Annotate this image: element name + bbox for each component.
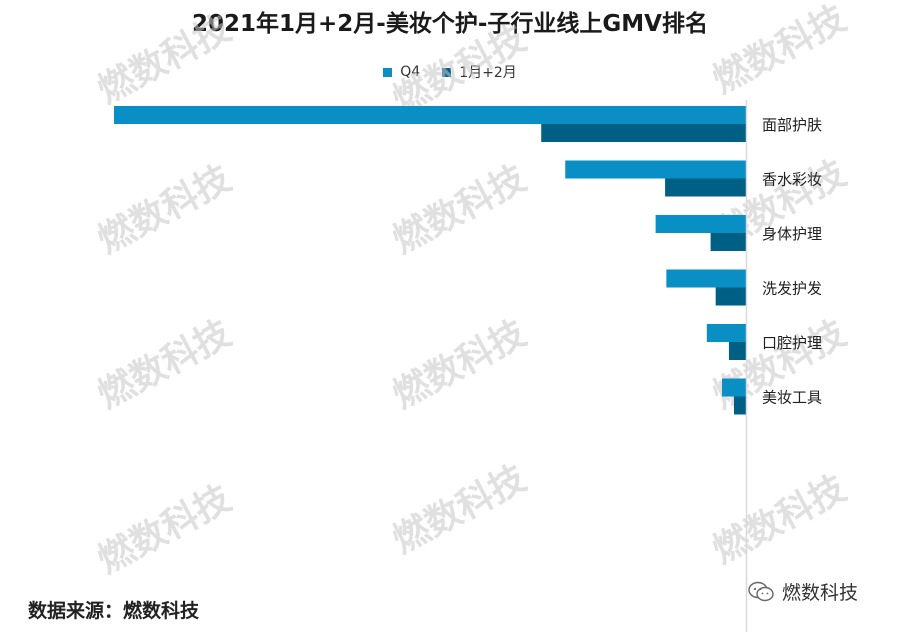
legend-item-q4: Q4 bbox=[383, 62, 420, 82]
bar-q4-5 bbox=[721, 378, 746, 397]
bar-jan-feb-4 bbox=[728, 342, 746, 360]
watermark-text: 燃数科技 bbox=[706, 468, 852, 572]
legend-label-jan-feb: 1月+2月 bbox=[459, 65, 517, 81]
wechat-account: 燃数科技 bbox=[748, 578, 858, 605]
watermark-text: 燃数科技 bbox=[91, 158, 237, 262]
category-label: 面部护肤 bbox=[762, 116, 822, 134]
legend-label-q4: Q4 bbox=[400, 64, 421, 80]
bar-q4-3 bbox=[666, 269, 746, 288]
category-label: 身体护理 bbox=[762, 225, 822, 243]
bar-q4-1 bbox=[565, 160, 746, 179]
category-label: 美妆工具 bbox=[762, 389, 822, 407]
watermark-text: 燃数科技 bbox=[91, 478, 237, 582]
bars-layer bbox=[114, 106, 746, 415]
watermark-text: 燃数科技 bbox=[386, 313, 532, 417]
watermark-text: 燃数科技 bbox=[91, 313, 237, 417]
chart-title: 2021年1月+2月-美妆个护-子行业线上GMV排名 bbox=[192, 11, 708, 37]
bar-jan-feb-5 bbox=[733, 396, 746, 415]
wechat-icon bbox=[748, 581, 774, 601]
bar-q4-2 bbox=[655, 215, 746, 233]
bar-jan-feb-0 bbox=[541, 124, 746, 142]
category-label: 洗发护发 bbox=[762, 280, 822, 298]
legend-swatch-jan-feb bbox=[442, 67, 452, 77]
wechat-label: 燃数科技 bbox=[782, 582, 859, 604]
bar-q4-0 bbox=[114, 106, 746, 124]
watermark-text: 燃数科技 bbox=[386, 458, 532, 562]
legend-swatch-q4 bbox=[383, 67, 393, 77]
bar-jan-feb-1 bbox=[665, 178, 746, 197]
bar-q4-4 bbox=[706, 324, 746, 342]
watermark-text: 燃数科技 bbox=[91, 8, 237, 112]
category-label: 口腔护理 bbox=[762, 334, 822, 352]
watermark-text: 燃数科技 bbox=[706, 0, 852, 102]
source-note: 数据来源：燃数科技 bbox=[28, 600, 200, 622]
watermark-text: 燃数科技 bbox=[386, 158, 532, 262]
bar-jan-feb-3 bbox=[715, 287, 746, 306]
legend: Q4 1月+2月 bbox=[0, 62, 900, 82]
category-label: 香水彩妆 bbox=[762, 171, 822, 189]
legend-item-jan-feb: 1月+2月 bbox=[442, 62, 517, 82]
bar-jan-feb-2 bbox=[710, 233, 746, 251]
